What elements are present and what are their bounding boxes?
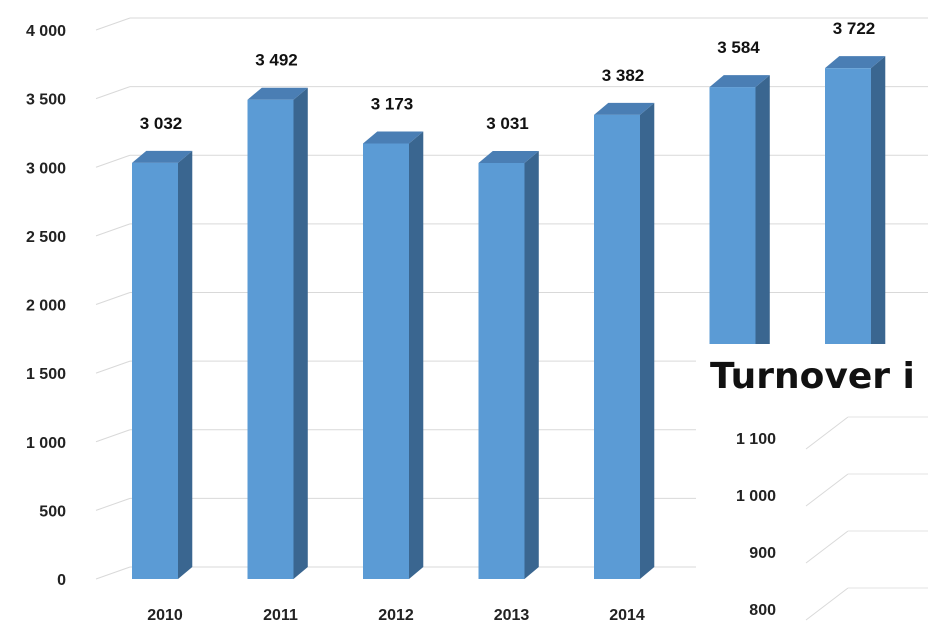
bar [478,150,539,580]
y-tick-label: 3 000 [26,160,66,177]
data-labels: 3 032 3 492 3 173 3 031 3 382 3 584 3 722 [140,19,876,133]
bar-front [247,99,294,580]
bar-top [132,150,193,163]
data-label: 3 722 [833,19,876,38]
y-tick-label: 1 500 [26,366,66,383]
bars [132,56,886,580]
x-tick-label: 2012 [378,607,414,624]
gridline-depth [95,86,131,100]
inset-chart: 800 900 1 000 1 100 Turnover i [696,344,928,628]
inset-y-tick-label: 900 [749,545,776,562]
inset-chart-title: Turnover i [710,356,915,397]
bar-front [132,162,178,579]
inset-gridline-depth [805,530,849,564]
gridline-depth [95,292,131,305]
data-label: 3 032 [140,114,183,133]
gridline-depth [95,566,131,580]
y-tick-label: 2 000 [26,298,66,315]
inset-gridlines [805,416,928,621]
x-tick-label: 2014 [609,607,645,624]
x-tick-label: 2013 [494,607,530,624]
y-tick-label: 3 500 [26,92,66,109]
data-label: 3 492 [255,51,298,70]
inset-gridline-depth [805,473,849,507]
bar-top [709,75,770,88]
inset-y-tick-label: 800 [749,602,776,619]
bar-front [594,114,640,580]
bar-top [478,150,539,163]
inset-y-axis-tick-labels: 800 900 1 000 1 100 [736,431,776,619]
y-tick-label: 500 [39,503,66,520]
bar-top [247,87,308,100]
bar-side [409,131,424,580]
y-tick-label: 0 [57,572,66,589]
y-axis-tick-labels: 0 500 1 000 1 500 2 000 2 500 3 000 3 500 4 000 [26,23,66,589]
bar-front [363,143,409,580]
bar-side [640,102,655,580]
y-tick-label: 4 000 [26,23,66,40]
y-tick-label: 1 000 [26,435,66,452]
inset-y-tick-label: 1 100 [736,431,776,448]
x-tick-label: 2011 [263,607,298,624]
inset-chart-axes: 800 900 1 000 1 100 [736,416,928,621]
data-label: 3 173 [371,95,414,114]
x-tick-label: 2010 [147,607,183,624]
bar-top [594,102,655,115]
bar-side [524,150,539,580]
bar [594,102,655,580]
bar-top [363,131,424,144]
gridline-depth [95,497,131,511]
inset-gridline-depth [805,587,849,621]
inset-gridline-depth [805,416,849,450]
data-label: 3 031 [486,114,529,133]
x-axis-tick-labels: 2010 2011 2012 2013 2014 [147,607,645,624]
inset-y-tick-label: 1 000 [736,488,776,505]
bar-front [478,162,525,580]
y-tick-label: 2 500 [26,229,66,246]
gridline-depth [95,154,131,168]
bar [247,87,308,580]
gridline-depth [95,223,131,237]
gridline-depth [95,360,131,374]
bar-top [825,56,886,69]
bar-side [178,150,193,579]
data-label: 3 382 [602,66,645,85]
bar-side [293,87,308,580]
bar [132,150,193,579]
gridline-depth [95,17,131,31]
gridline-depth [95,429,131,443]
data-label: 3 584 [717,38,760,57]
bar [363,131,424,580]
